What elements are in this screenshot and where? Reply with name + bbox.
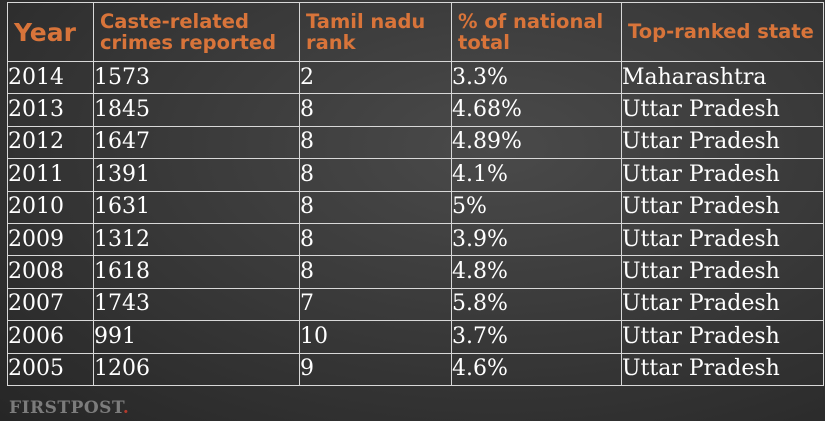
table-row: 2011 1391 8 4.1% Uttar Pradesh	[7, 158, 824, 192]
cell-crimes: 1631	[93, 190, 300, 224]
cell-state: Uttar Pradesh	[621, 190, 824, 224]
table-row: 2009 1312 8 3.9% Uttar Pradesh	[7, 222, 824, 257]
cell-rank: 7	[299, 287, 452, 322]
cell-crimes: 1391	[93, 158, 300, 192]
table-row: 2014 1573 2 3.3% Maharashtra	[7, 60, 824, 95]
table-row: 2013 1845 8 4.68% Uttar Pradesh	[7, 93, 824, 127]
cell-percent: 3.3%	[451, 60, 622, 95]
cell-rank: 8	[299, 190, 452, 224]
table-row: 2007 1743 7 5.8% Uttar Pradesh	[7, 287, 824, 322]
cell-year: 2010	[7, 190, 94, 224]
cell-state: Uttar Pradesh	[621, 287, 824, 322]
header-year: Year	[7, 2, 94, 62]
cell-percent: 4.89%	[451, 125, 622, 160]
cell-percent: 4.68%	[451, 93, 622, 127]
cell-state: Uttar Pradesh	[621, 125, 824, 160]
cell-state: Maharashtra	[621, 60, 824, 95]
cell-state: Uttar Pradesh	[621, 93, 824, 127]
brand-name: FIRSTPOST	[9, 398, 123, 418]
cell-year: 2005	[7, 352, 94, 386]
cell-year: 2006	[7, 320, 94, 354]
cell-rank: 8	[299, 158, 452, 192]
cell-crimes: 1206	[93, 352, 300, 386]
cell-rank: 9	[299, 352, 452, 386]
cell-state: Uttar Pradesh	[621, 320, 824, 354]
firstpost-logo: FIRSTPOST.	[9, 398, 129, 418]
cell-year: 2007	[7, 287, 94, 322]
cell-year: 2012	[7, 125, 94, 160]
cell-year: 2008	[7, 255, 94, 289]
cell-rank: 8	[299, 255, 452, 289]
cell-crimes: 1618	[93, 255, 300, 289]
cell-percent: 3.7%	[451, 320, 622, 354]
cell-state: Uttar Pradesh	[621, 222, 824, 257]
cell-rank: 8	[299, 125, 452, 160]
cell-crimes: 1743	[93, 287, 300, 322]
table-row: 2008 1618 8 4.8% Uttar Pradesh	[7, 255, 824, 289]
cell-year: 2011	[7, 158, 94, 192]
cell-percent: 5.8%	[451, 287, 622, 322]
header-crimes-reported: Caste-related crimes reported	[93, 2, 300, 62]
cell-crimes: 1845	[93, 93, 300, 127]
header-percent-national: % of national total	[451, 2, 622, 62]
cell-state: Uttar Pradesh	[621, 255, 824, 289]
cell-year: 2013	[7, 93, 94, 127]
table-header-row: Year Caste-related crimes reported Tamil…	[7, 2, 824, 62]
header-top-ranked-state: Top-ranked state	[621, 2, 824, 62]
cell-year: 2014	[7, 60, 94, 95]
cell-rank: 2	[299, 60, 452, 95]
cell-crimes: 1573	[93, 60, 300, 95]
cell-year: 2009	[7, 222, 94, 257]
cell-percent: 5%	[451, 190, 622, 224]
crime-table-container: Year Caste-related crimes reported Tamil…	[7, 2, 824, 386]
brand-dot: .	[122, 398, 130, 418]
table-row: 2010 1631 8 5% Uttar Pradesh	[7, 190, 824, 224]
cell-percent: 4.1%	[451, 158, 622, 192]
cell-state: Uttar Pradesh	[621, 352, 824, 386]
cell-rank: 10	[299, 320, 452, 354]
cell-crimes: 991	[93, 320, 300, 354]
table-row: 2006 991 10 3.7% Uttar Pradesh	[7, 320, 824, 354]
crime-table: Year Caste-related crimes reported Tamil…	[7, 2, 824, 386]
header-tamil-nadu-rank: Tamil nadu rank	[299, 2, 452, 62]
cell-percent: 3.9%	[451, 222, 622, 257]
cell-percent: 4.6%	[451, 352, 622, 386]
cell-crimes: 1647	[93, 125, 300, 160]
table-row: 2005 1206 9 4.6% Uttar Pradesh	[7, 352, 824, 386]
cell-state: Uttar Pradesh	[621, 158, 824, 192]
table-row: 2012 1647 8 4.89% Uttar Pradesh	[7, 125, 824, 160]
cell-percent: 4.8%	[451, 255, 622, 289]
cell-crimes: 1312	[93, 222, 300, 257]
cell-rank: 8	[299, 93, 452, 127]
cell-rank: 8	[299, 222, 452, 257]
